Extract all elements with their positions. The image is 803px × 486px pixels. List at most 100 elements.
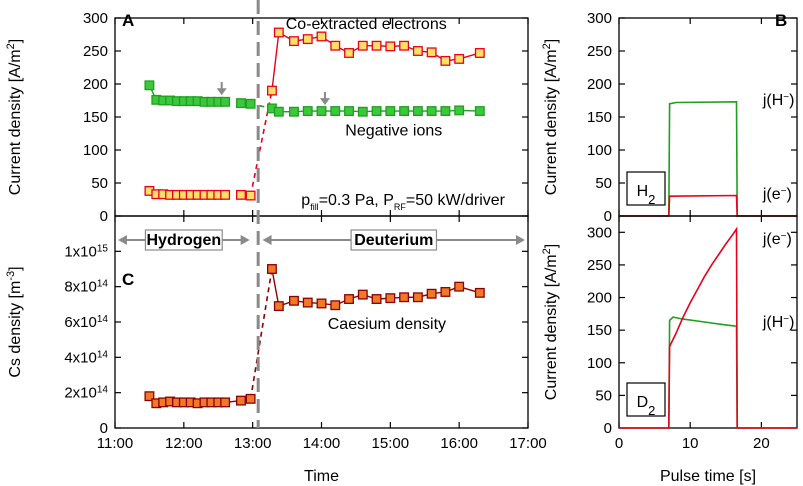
- panel-label: C: [122, 270, 134, 289]
- arrow-head: [319, 98, 330, 106]
- y-tick-label: 250: [587, 43, 612, 60]
- y-tick-label: 6x1014: [64, 314, 108, 332]
- y-axis-label: Current density [A/m2]: [5, 39, 24, 195]
- data-point: [273, 106, 284, 117]
- data-point: [454, 53, 465, 64]
- data-point: [399, 292, 410, 303]
- data-point: [357, 106, 368, 117]
- series-label: Caesium density: [328, 316, 446, 333]
- data-point: [236, 395, 246, 406]
- region-label: Deuterium: [354, 232, 433, 249]
- panel-d: 0 50 100 150 200 250 300 0 10 20 Pulse time [s] Cur…: [541, 215, 798, 485]
- data-point: [236, 189, 246, 200]
- region-label: Hydrogen: [146, 232, 221, 249]
- data-point: [289, 36, 299, 47]
- y-tick-label: 300: [587, 10, 612, 27]
- data-point: [412, 46, 423, 56]
- data-point: [371, 40, 382, 51]
- conditions-annotation: pfill=0.3 Pa, PRF=50 kW/driver: [301, 192, 505, 212]
- y-tick-label: 200: [587, 76, 612, 93]
- data-point: [385, 293, 396, 304]
- data-point: [245, 98, 256, 109]
- series-label: j(H−): [762, 92, 795, 110]
- data-point: [385, 41, 396, 52]
- x-tick-label: 0: [615, 435, 623, 452]
- y-tick-label: 2x1014: [64, 384, 108, 402]
- y-tick-label: 1x1015: [64, 243, 108, 261]
- data-point: [220, 397, 231, 408]
- series-label: Negative ions: [345, 122, 442, 139]
- panel-label: A: [122, 11, 134, 30]
- y-tick-label: 50: [91, 175, 108, 192]
- data-point: [245, 393, 256, 404]
- y-tick-label: 0: [604, 208, 612, 225]
- panel-b: 0 50 100 150 200 250 300 Current density [A/m2]…: [541, 10, 798, 225]
- x-tick-label: 12:00: [165, 435, 203, 452]
- x-tick-label: 11:00: [97, 435, 133, 452]
- data-point: [302, 297, 313, 308]
- data-point: [385, 106, 396, 117]
- x-axis-label: Pulse time [s]: [660, 468, 756, 485]
- data-point: [220, 189, 231, 200]
- data-point: [344, 48, 354, 58]
- region-arrow-head: [240, 235, 250, 245]
- region-arrow-head: [118, 235, 127, 245]
- y-tick-label: 8x1014: [64, 278, 108, 296]
- data-point: [357, 40, 368, 51]
- region-label-box: [350, 229, 438, 251]
- data-point: [302, 106, 313, 117]
- y-tick-label: 4x1014: [64, 349, 108, 367]
- data-point: [344, 294, 354, 304]
- data-point: [412, 106, 423, 117]
- data-point: [399, 40, 410, 51]
- y-tick-label: 100: [83, 142, 108, 159]
- data-point: [330, 106, 341, 117]
- data-point: [273, 27, 284, 38]
- data-point: [357, 289, 368, 300]
- y-tick-label: 0: [100, 208, 108, 225]
- data-point: [344, 106, 354, 117]
- plot-frame: [114, 17, 529, 217]
- y-tick-label: 0: [604, 420, 612, 437]
- series-line-segment: [271, 268, 280, 307]
- y-tick-label: 100: [587, 355, 612, 372]
- y-axis-label: Current density [A/m2]: [541, 39, 560, 195]
- data-point: [144, 391, 155, 402]
- data-point: [426, 288, 437, 299]
- data-point: [412, 292, 423, 303]
- x-tick-label: 20: [753, 435, 770, 452]
- region-arrow-head: [516, 235, 525, 245]
- series-label: j(e−): [762, 231, 792, 249]
- y-tick-label: 150: [587, 109, 612, 126]
- panel-c: 0 2x1014 4x1014 6x1014 8x1014 1x1015 11:00 12:0…: [5, 215, 547, 485]
- series-label: Co-extracted electrons: [286, 16, 447, 33]
- data-point: [266, 85, 277, 96]
- y-tick-label: 0: [100, 420, 108, 437]
- region-label-box: [144, 229, 223, 251]
- x-tick-label: 10: [682, 435, 699, 452]
- y-axis-label: Cs density [m-3]: [5, 266, 24, 377]
- data-point: [289, 106, 299, 117]
- y-tick-label: 100: [587, 142, 612, 159]
- y-tick-label: 300: [587, 224, 612, 241]
- data-point: [266, 264, 277, 274]
- data-point: [245, 190, 256, 201]
- data-point: [474, 287, 485, 298]
- gas-label-box: [626, 171, 666, 206]
- y-tick-label: 200: [587, 290, 612, 307]
- data-point: [273, 301, 284, 312]
- data-point: [289, 295, 299, 306]
- data-point: [440, 287, 451, 297]
- gas-label-box: [626, 382, 666, 417]
- data-point: [474, 48, 485, 58]
- data-point: [440, 55, 451, 66]
- series-label: j(e−): [762, 185, 792, 203]
- y-tick-label: 50: [595, 175, 612, 192]
- data-point: [454, 281, 465, 292]
- panel-a: 0 50 100 150 200 250 300 Current density [A/m2]…: [5, 10, 529, 225]
- y-tick-label: 250: [83, 43, 108, 60]
- x-tick-label: 13:00: [234, 435, 272, 452]
- series-line-segment: [249, 268, 273, 399]
- data-point: [426, 106, 437, 117]
- plot-frame: [618, 215, 798, 429]
